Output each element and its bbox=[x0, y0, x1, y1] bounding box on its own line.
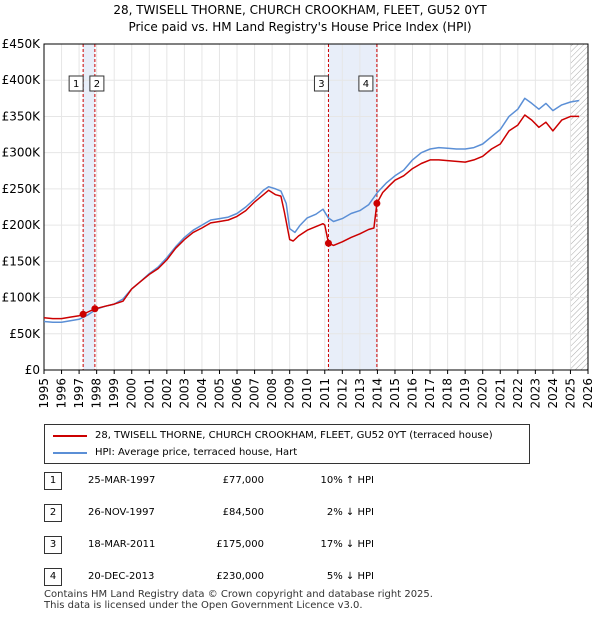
shaded-range bbox=[328, 44, 377, 370]
x-tick-label: 2015 bbox=[388, 378, 402, 409]
x-tick-label: 2019 bbox=[458, 378, 472, 409]
sale-marker bbox=[79, 310, 87, 318]
row-price: £175,000 bbox=[216, 539, 264, 550]
table-row: 1 25-MAR-1997 £77,000 10% ↑ HPI bbox=[44, 472, 444, 490]
sale-label: 2 bbox=[94, 79, 100, 90]
x-tick-label: 2020 bbox=[476, 378, 490, 409]
y-tick-label: £0 bbox=[25, 363, 40, 377]
sale-label: 4 bbox=[363, 79, 369, 90]
x-tick-label: 2010 bbox=[300, 378, 314, 409]
row-hpi: 2% ↓ HPI bbox=[326, 507, 374, 518]
x-tick-label: 1997 bbox=[72, 378, 86, 409]
sale-label-box bbox=[68, 75, 84, 92]
x-tick-label: 2003 bbox=[177, 378, 191, 409]
x-tick-label: 2016 bbox=[406, 378, 420, 409]
row-date: 18-MAR-2011 bbox=[88, 539, 156, 550]
sale-marker bbox=[91, 305, 99, 313]
legend-item-price-paid: 28, TWISELL THORNE, CHURCH CROOKHAM, FLE… bbox=[53, 428, 493, 444]
x-tick-label: 1995 bbox=[37, 378, 51, 409]
x-tick-label: 2008 bbox=[265, 378, 279, 409]
row-badge: 1 bbox=[44, 472, 62, 490]
sale-marker bbox=[373, 199, 381, 207]
x-tick-label: 1996 bbox=[55, 378, 69, 409]
table-row: 2 26-NOV-1997 £84,500 2% ↓ HPI bbox=[44, 504, 444, 522]
shaded-range bbox=[83, 44, 95, 370]
series-line bbox=[43, 114, 580, 320]
x-tick-label: 1998 bbox=[90, 378, 104, 409]
title-line-2: Price paid vs. HM Land Registry's House … bbox=[128, 20, 472, 34]
x-tick-label: 2009 bbox=[283, 378, 297, 409]
x-tick-label: 2004 bbox=[195, 378, 209, 409]
x-tick-label: 2025 bbox=[563, 378, 577, 409]
y-tick-label: £300K bbox=[2, 146, 42, 160]
sale-label: 3 bbox=[318, 79, 324, 90]
x-tick-label: 2026 bbox=[581, 378, 595, 409]
y-tick-label: £400K bbox=[2, 73, 42, 87]
x-tick-label: 2002 bbox=[160, 378, 174, 409]
x-tick-label: 2007 bbox=[248, 378, 262, 409]
price-chart: £0 £50K £100K £150K £200K £250K £300K £350K £400… bbox=[2, 37, 595, 409]
x-tick-label: 2023 bbox=[528, 378, 542, 409]
footer-licence: This data is licensed under the Open Gov… bbox=[44, 600, 363, 611]
x-tick-label: 2014 bbox=[370, 378, 384, 409]
row-badge: 2 bbox=[44, 504, 62, 522]
x-tick-label: 2013 bbox=[353, 378, 367, 409]
legend-item-hpi: HPI: Average price, terraced house, Hart bbox=[53, 445, 297, 461]
x-tick-label: 2017 bbox=[423, 378, 437, 409]
legend-swatch-red bbox=[53, 435, 87, 437]
x-tick-label: 2006 bbox=[230, 378, 244, 409]
chart-title: 28, TWISELL THORNE, CHURCH CROOKHAM, FLE… bbox=[0, 2, 600, 36]
x-tick-label: 2005 bbox=[212, 378, 226, 409]
row-price: £230,000 bbox=[216, 571, 264, 582]
sale-label-box bbox=[89, 75, 105, 92]
x-tick-label: 2021 bbox=[493, 378, 507, 409]
row-hpi: 5% ↓ HPI bbox=[326, 571, 374, 582]
row-hpi: 10% ↑ HPI bbox=[320, 475, 374, 486]
table-row: 3 18-MAR-2011 £175,000 17% ↓ HPI bbox=[44, 536, 444, 554]
row-date: 26-NOV-1997 bbox=[88, 507, 155, 518]
row-badge: 3 bbox=[44, 536, 62, 554]
y-tick-label: £200K bbox=[2, 218, 42, 232]
forecast-hatch bbox=[570, 44, 588, 370]
legend: 28, TWISELL THORNE, CHURCH CROOKHAM, FLE… bbox=[44, 424, 530, 464]
footer: Contains HM Land Registry data © Crown c… bbox=[44, 589, 433, 611]
row-hpi: 17% ↓ HPI bbox=[320, 539, 374, 550]
footer-copyright: Contains HM Land Registry data © Crown c… bbox=[44, 589, 433, 600]
plot-border bbox=[43, 43, 589, 371]
table-row: 4 20-DEC-2013 £230,000 5% ↓ HPI bbox=[44, 568, 444, 586]
x-tick-label: 1999 bbox=[107, 378, 121, 409]
x-tick-label: 2001 bbox=[142, 378, 156, 409]
sale-label-box bbox=[313, 75, 329, 92]
row-date: 25-MAR-1997 bbox=[88, 475, 156, 486]
y-tick-label: £50K bbox=[9, 327, 41, 341]
sale-label: 1 bbox=[73, 79, 79, 90]
legend-label-hpi: HPI: Average price, terraced house, Hart bbox=[95, 447, 298, 458]
x-tick-label: 2018 bbox=[441, 378, 455, 409]
y-tick-label: £250K bbox=[2, 182, 42, 196]
y-tick-label: £350K bbox=[2, 109, 42, 123]
y-tick-label: £450K bbox=[2, 37, 42, 51]
sale-label-box bbox=[358, 75, 374, 92]
row-badge: 4 bbox=[44, 568, 62, 586]
x-tick-label: 2024 bbox=[546, 378, 560, 409]
row-date: 20-DEC-2013 bbox=[88, 571, 155, 582]
x-tick-label: 2011 bbox=[318, 378, 332, 409]
row-price: £77,000 bbox=[222, 475, 264, 486]
legend-swatch-blue bbox=[53, 452, 87, 454]
x-tick-label: 2000 bbox=[125, 378, 139, 409]
x-tick-label: 2012 bbox=[335, 378, 349, 409]
plot-area bbox=[44, 44, 588, 370]
y-tick-label: £100K bbox=[2, 291, 42, 305]
row-price: £84,500 bbox=[222, 507, 264, 518]
sale-marker bbox=[324, 239, 332, 247]
legend-label-price-paid: 28, TWISELL THORNE, CHURCH CROOKHAM, FLE… bbox=[95, 430, 493, 441]
title-line-1: 28, TWISELL THORNE, CHURCH CROOKHAM, FLE… bbox=[113, 3, 487, 17]
y-tick-label: £150K bbox=[2, 254, 42, 268]
x-tick-label: 2022 bbox=[511, 378, 525, 409]
